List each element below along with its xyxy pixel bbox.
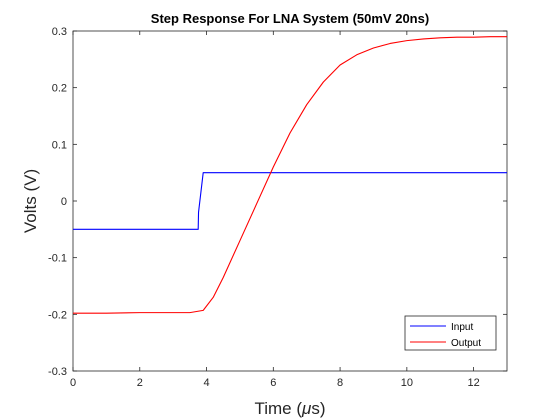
x-axis-label: Time (μs) (254, 399, 325, 418)
x-tick-label: 4 (203, 377, 209, 389)
legend-label-output: Output (451, 338, 481, 349)
y-axis-label: Volts (V) (21, 169, 40, 233)
legend-label-input: Input (451, 322, 473, 333)
y-tick-label: 0.1 (52, 139, 67, 151)
legend: Input Output (404, 315, 497, 351)
y-tick-label: -0.1 (48, 253, 67, 265)
x-tick-label: 10 (401, 377, 413, 389)
x-axis-ticks: 0 2 4 6 8 10 12 (70, 31, 480, 389)
y-axis-ticks: -0.3 -0.2 -0.1 0 0.1 0.2 0.3 (48, 26, 507, 378)
series-layer (73, 36, 507, 314)
plot-area (72, 30, 508, 372)
y-tick-label: 0.2 (52, 83, 67, 95)
legend-box (404, 315, 497, 351)
x-tick-label: 0 (70, 377, 76, 389)
x-tick-label: 2 (137, 377, 143, 389)
y-tick-label: 0.3 (52, 26, 67, 38)
x-tick-label: 12 (467, 377, 479, 389)
x-tick-label: 6 (270, 377, 276, 389)
y-tick-label: 0 (61, 196, 67, 208)
y-tick-label: -0.2 (48, 309, 67, 321)
x-axis-label-prefix: Time ( (254, 399, 302, 418)
x-axis-label-suffix: s) (311, 399, 325, 418)
series-line-input (73, 172, 507, 230)
series-line-output (73, 36, 507, 314)
y-tick-label: -0.3 (48, 366, 67, 378)
chart-title: Step Response For LNA System (50mV 20ns) (151, 11, 429, 26)
x-axis-label-mu: μ (301, 399, 312, 418)
x-tick-label: 8 (337, 377, 343, 389)
